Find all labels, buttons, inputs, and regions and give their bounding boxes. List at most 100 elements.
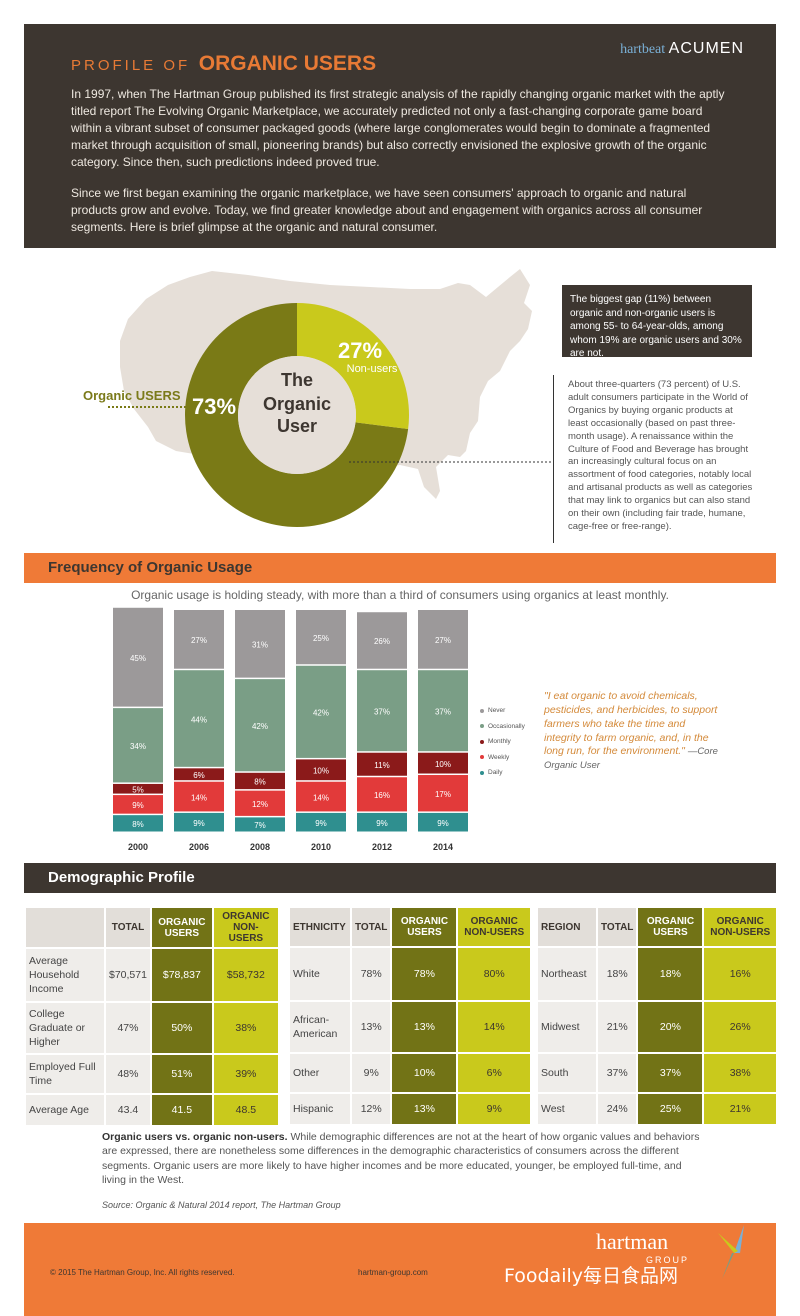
- col-organic-header: ORGANIC USERS: [392, 908, 457, 946]
- x-tick-label: 2010: [311, 842, 331, 852]
- bar-data-label: 10%: [435, 760, 451, 769]
- row-label: College Graduate or Higher: [26, 1003, 104, 1053]
- cell-nonuser: $58,732: [213, 949, 278, 1001]
- donut-center-line-3: User: [277, 416, 317, 436]
- footer-logo-sub: GROUP: [646, 1255, 690, 1265]
- cell-nonuser: 16%: [704, 948, 776, 1000]
- footer-logo: hartman: [596, 1229, 669, 1254]
- organic-users-label: Organic USERS: [83, 388, 181, 403]
- demographic-table-ethnicity: ETHNICITY TOTAL ORGANIC USERS ORGANIC NO…: [288, 906, 532, 1126]
- cell-organic: 50%: [151, 1003, 212, 1053]
- bar-segment-weekly-2012: [357, 777, 407, 812]
- footer-url[interactable]: hartman-group.com: [358, 1268, 428, 1277]
- legend-item: Daily: [480, 765, 525, 781]
- bar-segment-weekly-2000: [113, 795, 163, 814]
- donut-nonuser-pct: 27%: [338, 338, 382, 363]
- cell-nonuser: 14%: [458, 1002, 530, 1052]
- cell-nonuser: 38%: [213, 1003, 278, 1053]
- bar-segment-monthly-2010: [296, 759, 346, 781]
- legend-item: Occasionally: [480, 719, 525, 735]
- page-title: PROFILE OF ORGANIC USERS: [71, 52, 732, 76]
- cell-nonuser: 38%: [704, 1054, 776, 1092]
- cell-organic: 13%: [392, 1094, 457, 1124]
- cell-total: $70,571: [106, 949, 150, 1001]
- col-organic-header: ORGANIC USERS: [151, 908, 212, 947]
- cell-nonuser: 6%: [458, 1054, 530, 1092]
- bar-data-label: 7%: [254, 821, 266, 830]
- cell-organic: 41.5: [151, 1095, 212, 1125]
- bar-data-label: 31%: [252, 641, 268, 650]
- bar-data-label: 9%: [437, 819, 449, 828]
- table-row: Midwest 21% 20% 26%: [538, 1002, 776, 1052]
- bar-data-label: 34%: [130, 742, 146, 751]
- intro-paragraph-1: In 1997, when The Hartman Group publishe…: [71, 87, 725, 170]
- table-row: Average Household Income $70,571 $78,837 $5…: [26, 949, 278, 1001]
- table-row: Average Age 43.4 41.5 48.5: [26, 1095, 278, 1125]
- legend-item: Monthly: [480, 734, 525, 750]
- bar-data-label: 11%: [374, 761, 389, 770]
- bar-data-label: 44%: [191, 715, 207, 724]
- row-label: South: [538, 1054, 596, 1092]
- x-tick-label: 2008: [250, 842, 270, 852]
- row-label: Midwest: [538, 1002, 596, 1052]
- bar-data-label: 26%: [374, 637, 390, 646]
- legend-label: Daily: [488, 769, 503, 777]
- cell-total: 37%: [598, 1054, 637, 1092]
- bar-data-label: 37%: [435, 707, 451, 716]
- side-description: About three-quarters (73 percent) of U.S…: [568, 379, 753, 532]
- cell-organic: 20%: [638, 1002, 703, 1052]
- table-row: Employed Full Time 48% 51% 39%: [26, 1055, 278, 1093]
- table-row: Other 9% 10% 6%: [290, 1054, 530, 1092]
- bar-data-label: 9%: [315, 819, 327, 828]
- bar-segment-monthly-2006: [174, 768, 224, 781]
- bar-segment-occasionally-2006: [174, 670, 224, 767]
- frequency-bar-chart: 8% 9% 5% 34% 45% 2000 9% 14% 6% 44% 27% 2006 7% 12% 8%…: [113, 607, 468, 852]
- bar-segment-daily-2008: [235, 817, 285, 832]
- col-total-header: TOTAL: [352, 908, 391, 946]
- watermark-text: Foodaily每日食品网: [504, 1265, 679, 1287]
- bar-segment-monthly-2008: [235, 772, 285, 790]
- row-label: African-American: [290, 1002, 350, 1052]
- bar-segment-occasionally-2000: [113, 708, 163, 783]
- table-label-header: [26, 908, 104, 947]
- title-strong: ORGANIC USERS: [198, 52, 377, 75]
- cell-total: 78%: [352, 948, 391, 1000]
- cell-organic: $78,837: [151, 949, 212, 1001]
- donut-center-line-1: The: [281, 370, 313, 390]
- table-row: Northeast 18% 18% 16%: [538, 948, 776, 1000]
- legend-swatch: [480, 739, 484, 744]
- bar-segment-daily-2006: [174, 812, 224, 832]
- bar-data-label: 42%: [252, 722, 268, 731]
- cell-total: 9%: [352, 1054, 391, 1092]
- map-section: The Organic User 73% 27% Non-users Organ…: [0, 255, 800, 555]
- row-label: Employed Full Time: [26, 1055, 104, 1093]
- table-row: West 24% 25% 21%: [538, 1094, 776, 1124]
- cell-total: 43.4: [106, 1095, 150, 1125]
- cell-nonuser: 9%: [458, 1094, 530, 1124]
- bar-segment-daily-2000: [113, 815, 163, 832]
- bar-data-label: 42%: [313, 709, 329, 718]
- legend-swatch: [480, 770, 484, 775]
- bar-segment-monthly-2012: [357, 752, 407, 776]
- bar-segment-never-2000: [113, 607, 163, 707]
- cell-total: 47%: [106, 1003, 150, 1053]
- table-header-row: TOTAL ORGANIC USERS ORGANIC NON-USERS: [26, 908, 278, 947]
- cell-organic: 51%: [151, 1055, 212, 1093]
- donut-organic-segment: [185, 303, 409, 527]
- cell-organic: 18%: [638, 948, 703, 1000]
- bar-data-label: 27%: [191, 636, 207, 645]
- quote-text: "I eat organic to avoid chemicals, pesti…: [544, 690, 718, 758]
- cell-total: 12%: [352, 1094, 391, 1124]
- cell-nonuser: 80%: [458, 948, 530, 1000]
- x-tick-label: 2006: [189, 842, 209, 852]
- usa-map-donut: The Organic User 73% 27% Non-users: [108, 269, 554, 527]
- bar-data-label: 27%: [435, 636, 451, 645]
- bar-segment-never-2008: [235, 610, 285, 678]
- bar-data-label: 6%: [193, 771, 205, 780]
- chart-legend: Never Occasionally Monthly Weekly Daily: [480, 703, 525, 781]
- legend-label: Occasionally: [488, 722, 525, 730]
- bar-segment-daily-2012: [357, 812, 407, 832]
- cell-organic: 78%: [392, 948, 457, 1000]
- footer-copyright: © 2015 The Hartman Group, Inc. All right…: [50, 1268, 235, 1277]
- legend-swatch: [480, 755, 484, 760]
